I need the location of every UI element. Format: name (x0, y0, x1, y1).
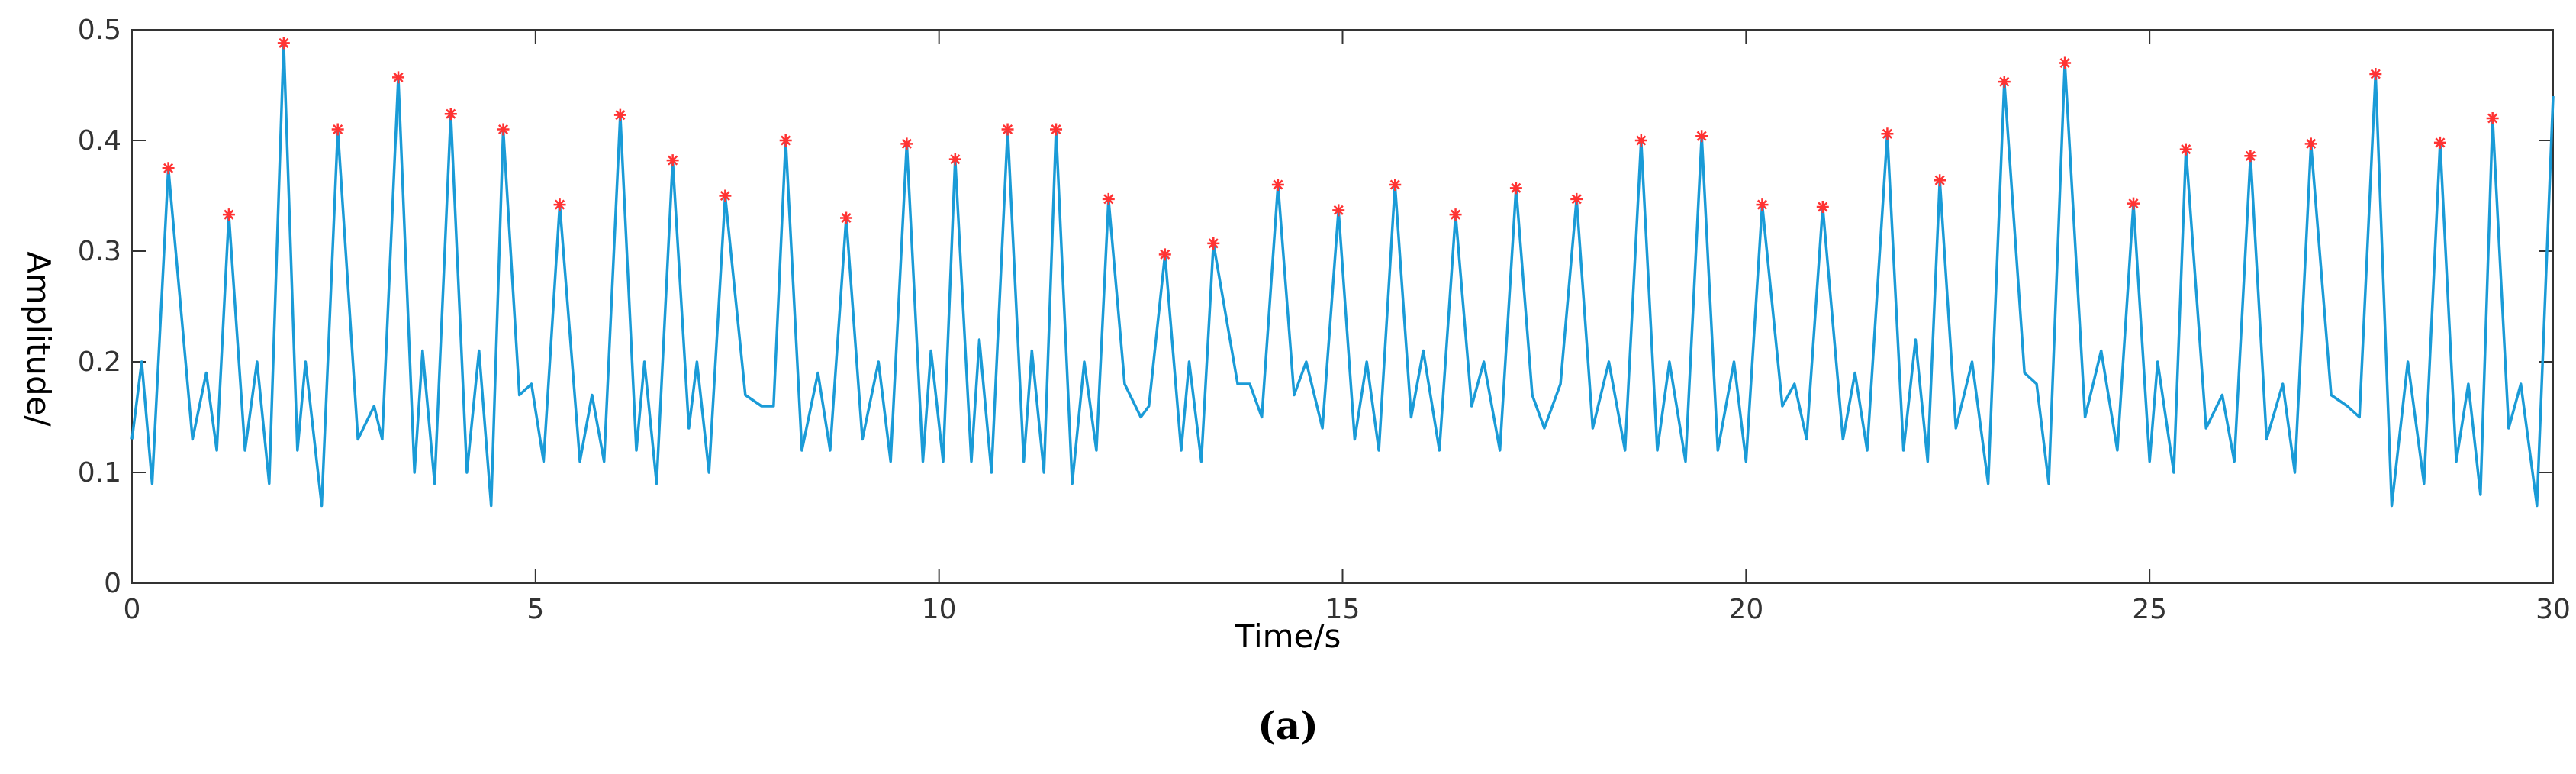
peak-marker (1998, 76, 2011, 89)
x-axis-label: Time/s (1235, 618, 1341, 655)
y-tick-label: 0.2 (78, 347, 121, 378)
x-tick-label: 0 (124, 594, 141, 625)
x-tick-label: 15 (1325, 594, 1360, 625)
x-tick-label: 25 (2132, 594, 2167, 625)
peak-marker (1570, 192, 1583, 205)
y-axis-label: Amplitude/ (20, 251, 57, 427)
plot-frame (131, 29, 2554, 584)
peak-marker (2304, 137, 2317, 150)
x-tick-label: 20 (1728, 594, 1763, 625)
peak-marker (779, 134, 792, 147)
x-tick-label: 10 (922, 594, 957, 625)
peak-marker (1881, 127, 1894, 140)
peak-marker (613, 108, 626, 121)
peak-marker (2486, 112, 2499, 124)
peak-marker (1695, 130, 1708, 143)
y-tick-label: 0 (104, 568, 121, 599)
peak-marker (719, 189, 732, 202)
peak-marker (1050, 123, 1063, 136)
peak-marker (1634, 134, 1647, 147)
peak-marker (162, 162, 175, 175)
peak-marker (392, 71, 405, 84)
peak-marker (331, 123, 344, 136)
peak-marker (1332, 204, 1345, 217)
peak-marker (1756, 198, 1769, 211)
peak-marker (840, 211, 853, 224)
peak-marker (553, 198, 566, 211)
peak-marker (1207, 237, 1220, 250)
peak-marker (1934, 174, 1946, 187)
peak-marker (1816, 201, 1829, 213)
peak-marker (277, 37, 290, 50)
peak-marker (2059, 56, 2072, 69)
peak-marker (2179, 143, 2192, 156)
y-tick-label: 0.5 (78, 15, 121, 46)
peak-marker (2244, 150, 2257, 163)
x-tick-label: 5 (526, 594, 544, 625)
peak-marker (900, 137, 913, 150)
peak-marker (2433, 136, 2446, 149)
peak-marker (1449, 208, 1462, 221)
peak-marker (1158, 248, 1171, 261)
x-tick-label: 30 (2536, 594, 2571, 625)
peak-marker (1102, 192, 1115, 205)
peak-marker (2369, 68, 2382, 80)
peak-marker (444, 108, 457, 121)
y-tick-label: 0.4 (78, 125, 121, 156)
peak-marker (1509, 182, 1522, 195)
y-tick-label: 0.1 (78, 457, 121, 489)
peak-marker (1389, 179, 1402, 191)
peak-marker (497, 123, 510, 136)
peak-marker (1001, 123, 1014, 136)
peak-marker (1271, 179, 1284, 191)
signal-line (130, 41, 2555, 508)
peak-marker (948, 153, 961, 166)
caption: (a) (1257, 703, 1319, 748)
y-tick-label: 0.3 (78, 236, 121, 267)
peak-marker (2127, 197, 2140, 210)
peak-marker (222, 208, 235, 221)
peak-marker (666, 154, 679, 167)
